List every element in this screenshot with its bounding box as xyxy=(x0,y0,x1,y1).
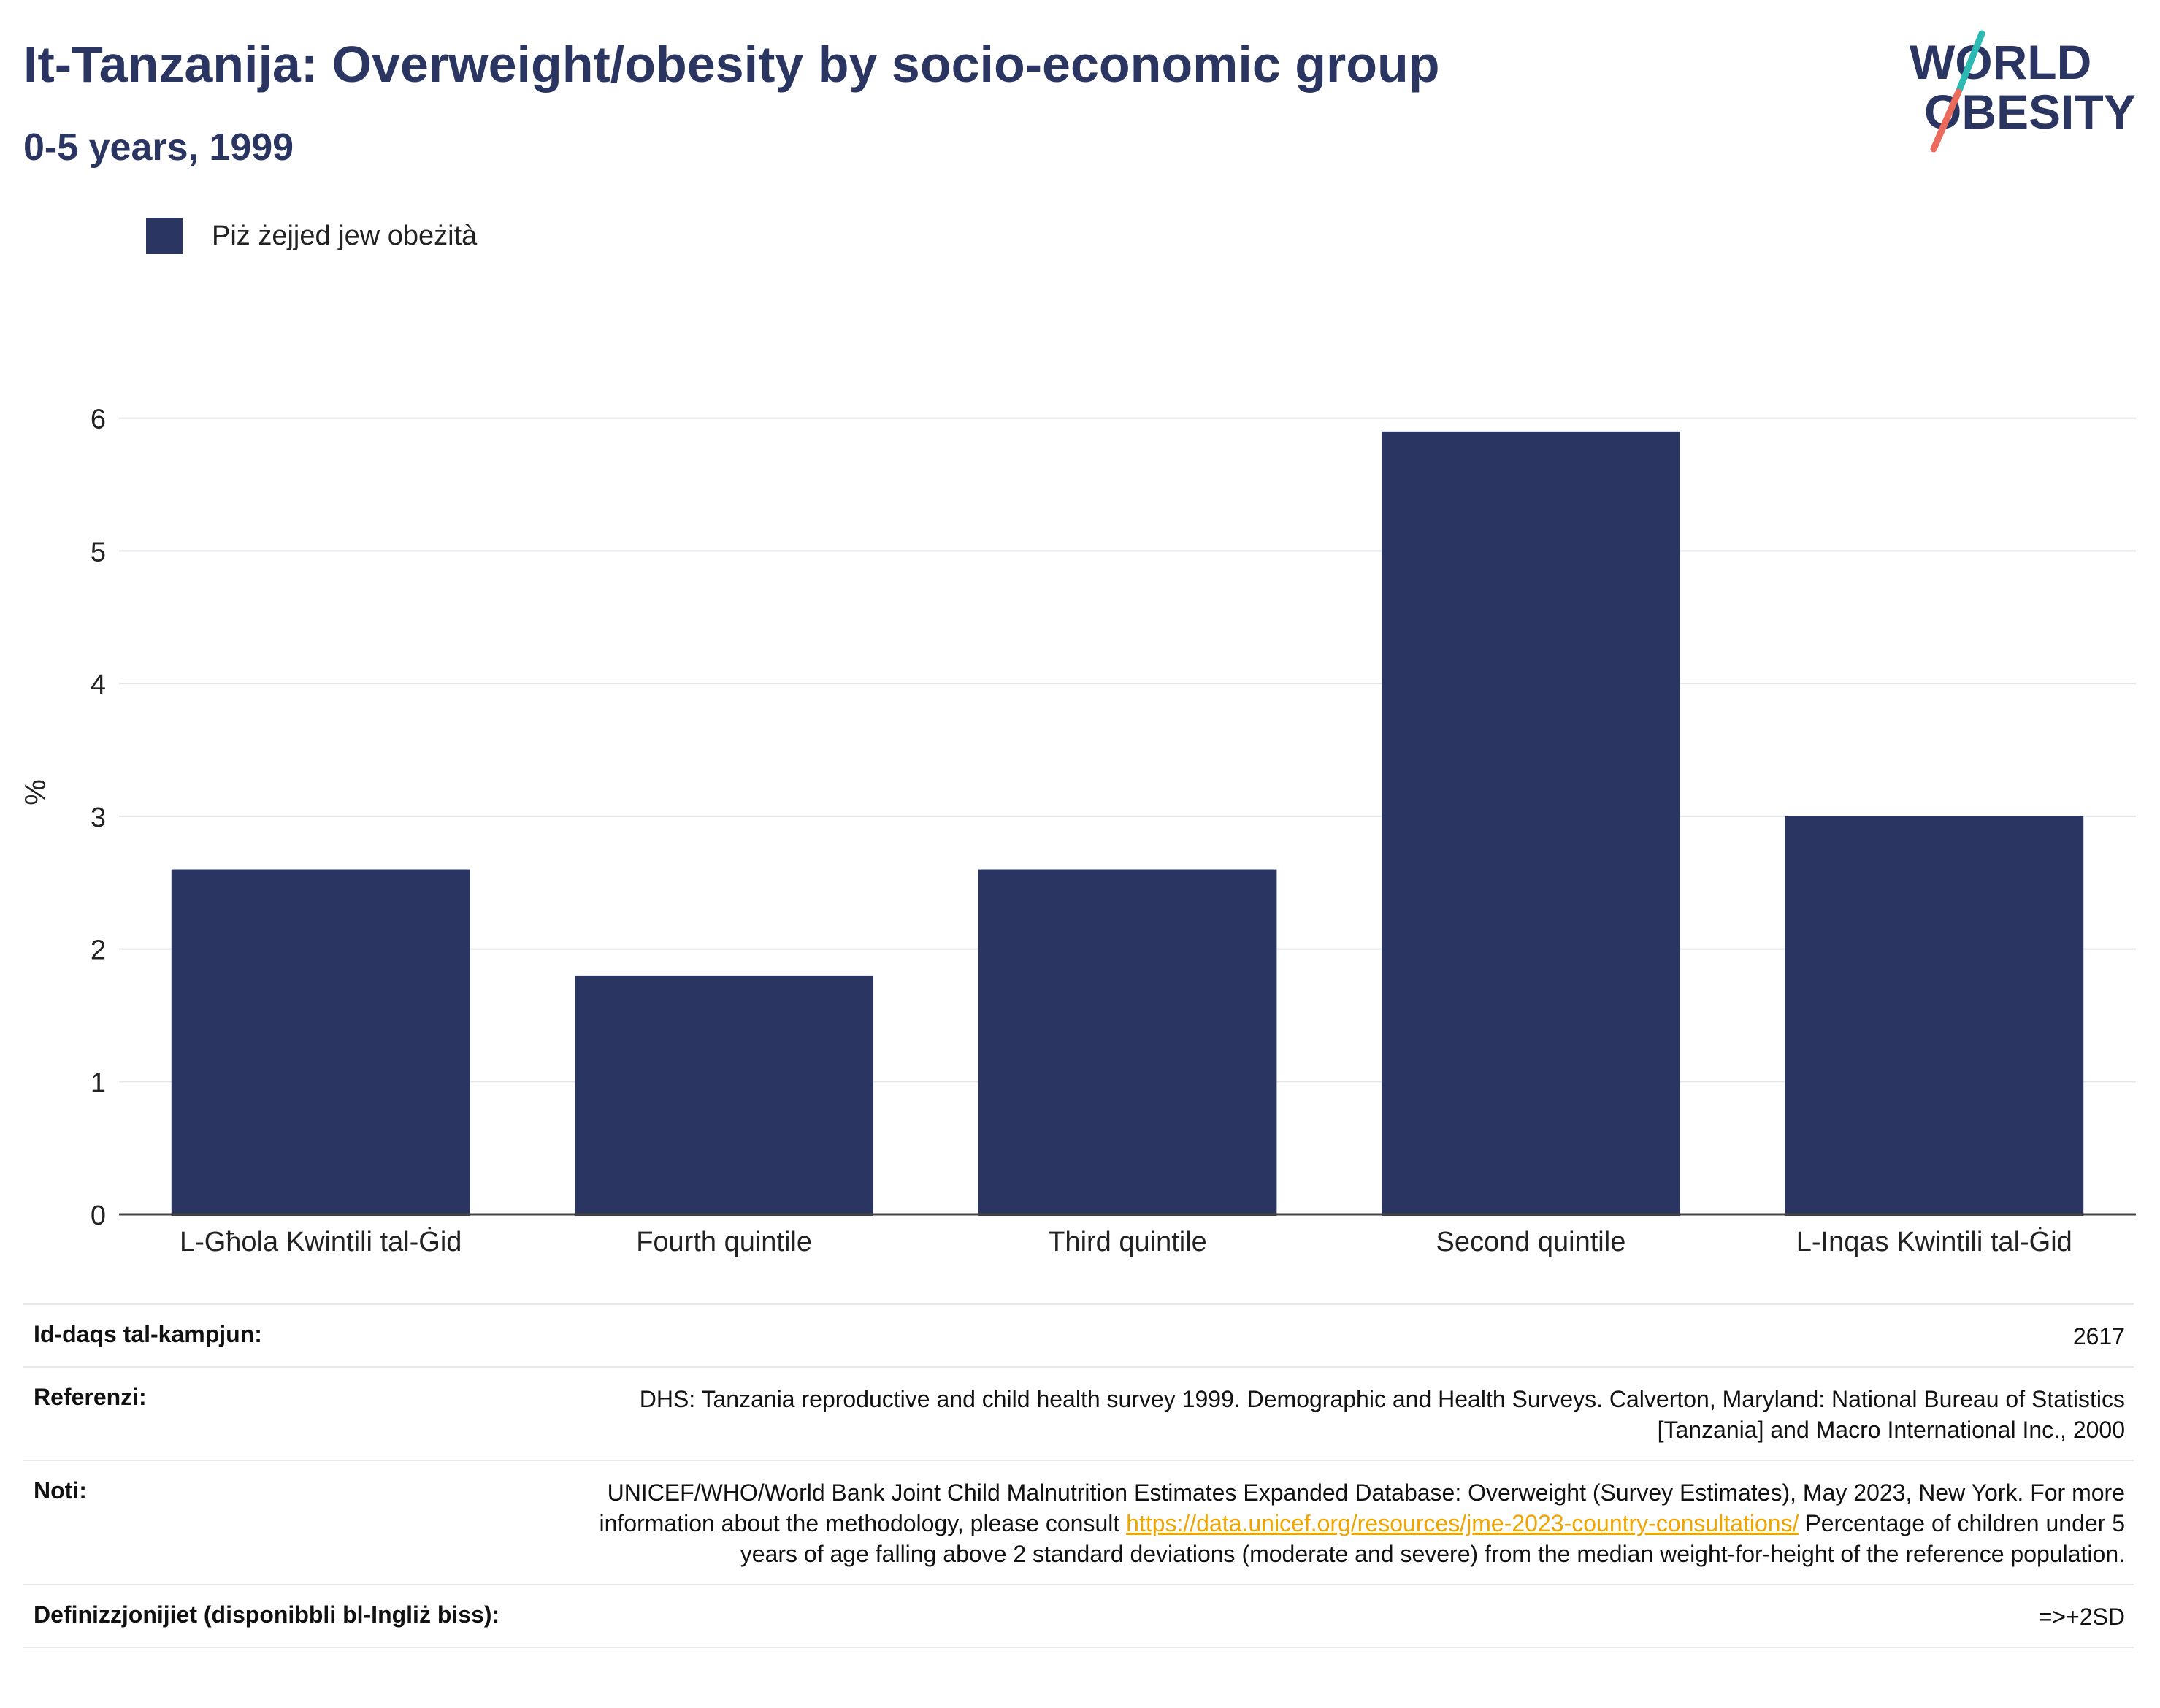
x-tick-label: L-Inqas Kwintili tal-Ġid xyxy=(1796,1225,2072,1257)
bar[interactable] xyxy=(575,975,873,1216)
definitions-row: Definizzjonijiet (disponibbli bl-Ingliż … xyxy=(23,1584,2134,1648)
x-tick-labels: L-Għola Kwintili tal-Ġid Fourth quintile T… xyxy=(180,1225,2072,1257)
notes-label: Noti: xyxy=(34,1477,87,1504)
bars xyxy=(171,431,2084,1216)
definitions-label: Definizzjonijiet (disponibbli bl-Ingliż … xyxy=(34,1601,500,1628)
y-tick-label: 5 xyxy=(91,537,106,567)
x-tick-label: Fourth quintile xyxy=(636,1227,812,1257)
bar[interactable] xyxy=(1382,431,1680,1216)
y-tick-label: 4 xyxy=(91,670,106,700)
x-tick-label: L-Għola Kwintili tal-Ġid xyxy=(180,1225,462,1257)
sample-size-row: Id-daqs tal-kampjun: 2617 xyxy=(23,1303,2134,1366)
legend[interactable]: Piż żejjed jew obeżità xyxy=(146,218,477,254)
x-tick-label: Third quintile xyxy=(1048,1227,1207,1257)
bar[interactable] xyxy=(171,869,470,1216)
y-tick-label: 0 xyxy=(91,1200,106,1231)
chart-title: It-Tanzanija: Overweight/obesity by soci… xyxy=(23,36,1440,93)
bar[interactable] xyxy=(1785,816,2084,1216)
bar-chart: 0 1 2 3 4 5 6 L-Għola Kwintili tal-Ġid Fourth q… xyxy=(20,405,2136,1257)
sample-size-value: 2617 xyxy=(2072,1323,2125,1349)
notes-value: UNICEF/WHO/World Bank Joint Child Malnut… xyxy=(577,1477,2125,1569)
x-tick-label: Second quintile xyxy=(1436,1227,1625,1257)
y-tick-label: 6 xyxy=(91,405,106,435)
world-obesity-logo: WORLD OBESITY xyxy=(1910,30,2136,153)
bar[interactable] xyxy=(978,869,1277,1216)
y-tick-label: 1 xyxy=(91,1068,106,1098)
y-tick-label: 3 xyxy=(91,803,106,833)
metadata-table: Id-daqs tal-kampjun: 2617 Referenzi: DHS… xyxy=(23,1303,2134,1648)
references-value: DHS: Tanzania reproductive and child hea… xyxy=(639,1386,2125,1443)
references-label: Referenzi: xyxy=(34,1384,147,1410)
methodology-link[interactable]: https://data.unicef.org/resources/jme-20… xyxy=(1126,1510,1799,1536)
notes-row: Noti: UNICEF/WHO/World Bank Joint Child … xyxy=(23,1460,2134,1584)
y-axis-label: % xyxy=(20,779,52,805)
sample-size-label: Id-daqs tal-kampjun: xyxy=(34,1321,262,1347)
y-tick-labels: 0 1 2 3 4 5 6 xyxy=(91,405,106,1231)
notes-text-2: Percentage of children under 5 years of … xyxy=(740,1510,2125,1567)
y-tick-label: 2 xyxy=(91,935,106,966)
references-row: Referenzi: DHS: Tanzania reproductive an… xyxy=(23,1366,2134,1460)
logo-slash-coral xyxy=(1930,88,1962,153)
logo-world-text: WORLD xyxy=(1910,35,2091,89)
chart-subtitle: 0-5 years, 1999 xyxy=(23,126,294,169)
logo-slash-teal xyxy=(1955,30,1985,96)
legend-label: Piż żejjed jew obeżità xyxy=(212,220,478,251)
legend-swatch xyxy=(146,218,183,254)
definitions-value: =>+2SD xyxy=(2038,1604,2125,1630)
notes-text-1: UNICEF/WHO/World Bank Joint Child Malnut… xyxy=(599,1479,2125,1536)
